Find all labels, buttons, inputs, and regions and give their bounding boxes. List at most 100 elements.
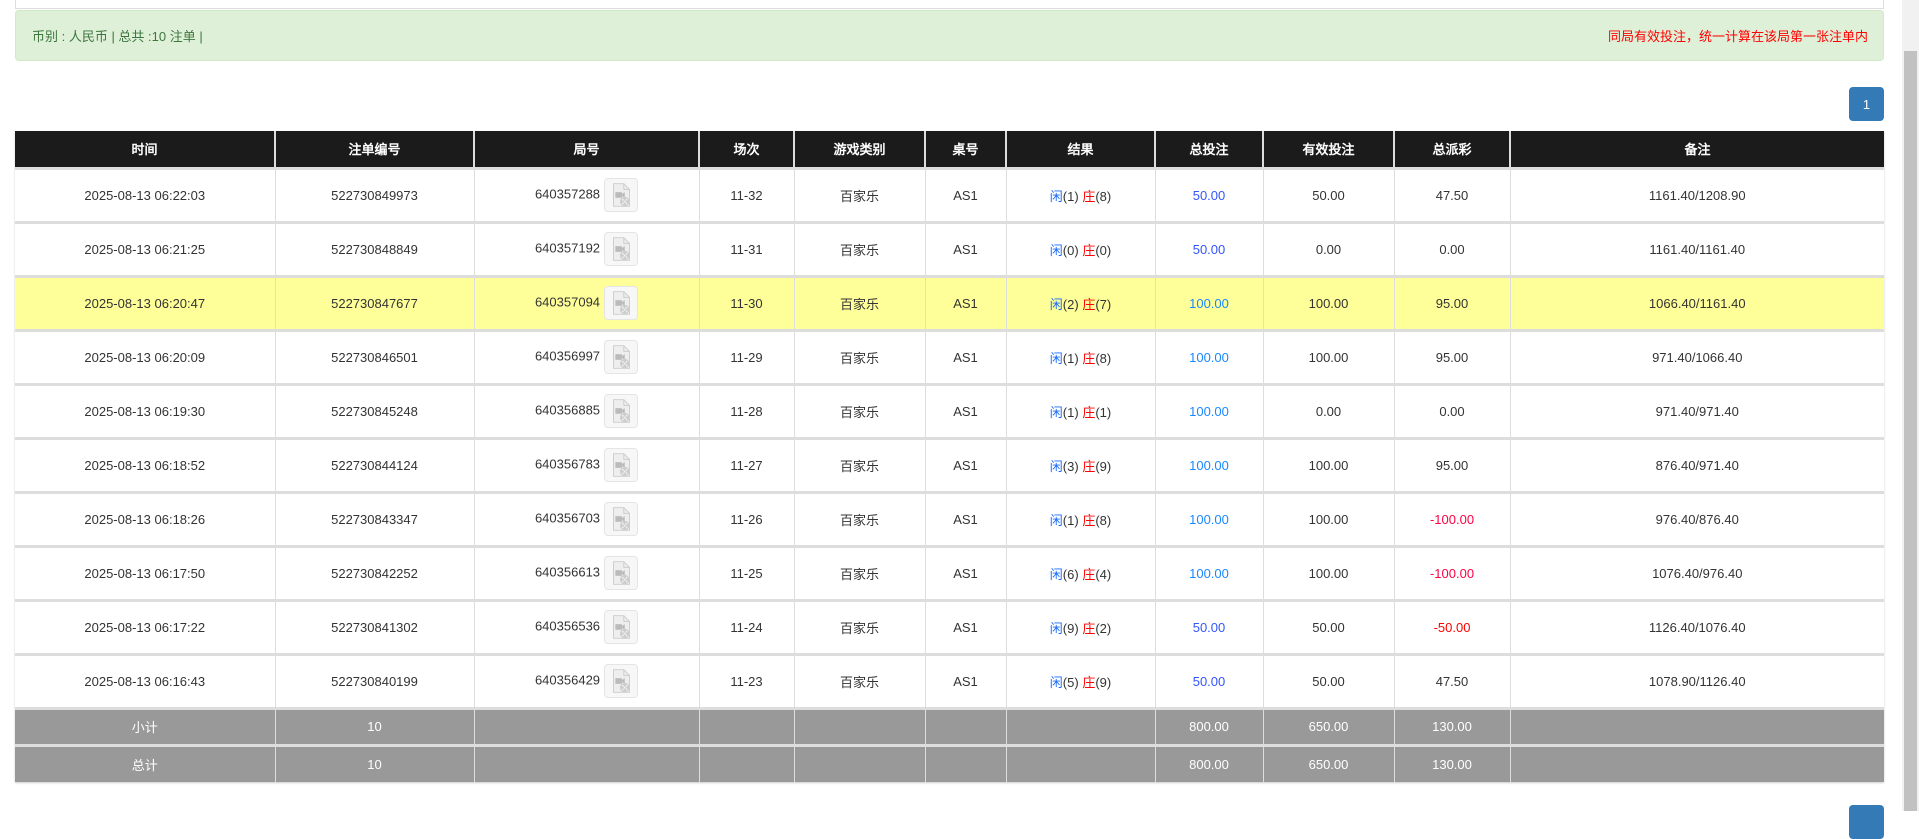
valid-bet-cell: 0.00	[1262, 220, 1394, 276]
result-cell: 闲(0) 庄(0)	[1005, 220, 1155, 276]
video-file-icon[interactable]	[604, 556, 639, 590]
video-file-icon[interactable]	[604, 502, 639, 536]
table-cell: AS1	[924, 274, 1006, 330]
banker-label: 庄	[1082, 404, 1096, 420]
scrollbar-thumb[interactable]	[1904, 51, 1917, 811]
game-cell: 百家乐	[793, 490, 925, 546]
payout-cell: 47.50	[1393, 652, 1510, 708]
shoe-cell: 11-27	[698, 436, 794, 492]
note-cell: 971.40/1066.40	[1509, 328, 1884, 384]
table-cell: AS1	[924, 598, 1006, 654]
video-file-icon[interactable]	[604, 178, 639, 212]
column-header: 总投注	[1154, 131, 1263, 168]
grandtotal-valid: 650.00	[1262, 743, 1394, 782]
shoe-cell: 11-29	[698, 328, 794, 384]
game-cell: 百家乐	[793, 544, 925, 600]
banker-label: 庄	[1082, 674, 1096, 690]
pagination-page-1-bottom[interactable]	[1849, 805, 1884, 839]
table-cell: AS1	[924, 490, 1006, 546]
valid-bet-cell: 100.00	[1262, 544, 1394, 600]
summary-info: 币别 : 人民币 | 总共 :10 注单 |	[32, 29, 203, 44]
time-cell: 2025-08-13 06:18:52	[15, 436, 275, 492]
table-row[interactable]: 2025-08-13 06:22:03 522730849973 6403572…	[15, 166, 1884, 222]
round-cell: 640356885	[473, 382, 699, 438]
time-cell: 2025-08-13 06:21:25	[15, 220, 275, 276]
video-file-icon[interactable]	[604, 610, 639, 644]
bet-no-cell: 522730842252	[274, 544, 474, 600]
summary-notice: 同局有效投注，统一计算在该局第一张注单内	[1607, 29, 1868, 44]
round-number: 640356429	[534, 672, 601, 688]
video-file-icon[interactable]	[604, 664, 639, 698]
game-cell: 百家乐	[793, 382, 925, 438]
round-cell: 640357094	[473, 274, 699, 330]
banker-label: 庄	[1082, 188, 1096, 204]
round-number: 640357192	[534, 240, 601, 256]
banker-value: (8)	[1095, 512, 1112, 528]
table-row[interactable]: 2025-08-13 06:20:47 522730847677 6403570…	[15, 274, 1884, 330]
round-cell: 640356997	[473, 328, 699, 384]
table-row[interactable]: 2025-08-13 06:17:22 522730841302 6403565…	[15, 598, 1884, 654]
table-row[interactable]: 2025-08-13 06:20:09 522730846501 6403569…	[15, 328, 1884, 384]
time-cell: 2025-08-13 06:20:09	[15, 328, 275, 384]
table-row[interactable]: 2025-08-13 06:21:25 522730848849 6403571…	[15, 220, 1884, 276]
bet-no-cell: 522730847677	[274, 274, 474, 330]
round-number: 640356536	[534, 618, 601, 634]
round-number: 640357288	[534, 186, 601, 202]
table-row[interactable]: 2025-08-13 06:18:26 522730843347 6403567…	[15, 490, 1884, 546]
column-header: 场次	[698, 131, 794, 168]
payout-cell: 95.00	[1393, 436, 1510, 492]
banker-value: (0)	[1095, 242, 1112, 258]
subtotal-row: 小计 10 800.00 650.00 130.00	[15, 706, 1884, 745]
player-label: 闲	[1049, 458, 1063, 474]
banker-label: 庄	[1082, 512, 1096, 528]
table-cell: AS1	[924, 220, 1006, 276]
result-cell: 闲(1) 庄(8)	[1005, 166, 1155, 222]
round-number: 640357094	[534, 294, 601, 310]
time-cell: 2025-08-13 06:18:26	[15, 490, 275, 546]
result-cell: 闲(1) 庄(1)	[1005, 382, 1155, 438]
game-cell: 百家乐	[793, 220, 925, 276]
round-cell: 640356429	[473, 652, 699, 708]
player-value: (1)	[1062, 404, 1079, 420]
video-file-icon[interactable]	[604, 340, 639, 374]
result-cell: 闲(6) 庄(4)	[1005, 544, 1155, 600]
total-bet-cell: 100.00	[1154, 328, 1263, 384]
table-row[interactable]: 2025-08-13 06:19:30 522730845248 6403568…	[15, 382, 1884, 438]
pagination-page-1[interactable]: 1	[1849, 87, 1884, 121]
banker-label: 庄	[1082, 242, 1096, 258]
round-cell: 640357192	[473, 220, 699, 276]
total-bet-cell: 100.00	[1154, 490, 1263, 546]
column-header: 桌号	[924, 131, 1006, 168]
result-cell: 闲(5) 庄(9)	[1005, 652, 1155, 708]
table-cell: AS1	[924, 328, 1006, 384]
bet-no-cell: 522730840199	[274, 652, 474, 708]
video-file-icon[interactable]	[604, 448, 639, 482]
total-bet-cell: 100.00	[1154, 382, 1263, 438]
round-number: 640356885	[534, 402, 601, 418]
table-row[interactable]: 2025-08-13 06:16:43 522730840199 6403564…	[15, 652, 1884, 708]
note-cell: 876.40/971.40	[1509, 436, 1884, 492]
table-row[interactable]: 2025-08-13 06:18:52 522730844124 6403567…	[15, 436, 1884, 492]
banker-label: 庄	[1082, 620, 1096, 636]
video-file-icon[interactable]	[604, 232, 639, 266]
table-cell: AS1	[924, 382, 1006, 438]
table-cell: AS1	[924, 652, 1006, 708]
round-number: 640356703	[534, 510, 601, 526]
subtotal-count: 10	[274, 706, 474, 745]
video-file-icon[interactable]	[604, 394, 639, 428]
time-cell: 2025-08-13 06:17:22	[15, 598, 275, 654]
table-row[interactable]: 2025-08-13 06:17:50 522730842252 6403566…	[15, 544, 1884, 600]
note-cell: 1076.40/976.40	[1509, 544, 1884, 600]
scrollbar[interactable]	[1902, 0, 1919, 811]
column-header: 结果	[1005, 131, 1155, 168]
round-cell: 640356536	[473, 598, 699, 654]
column-header: 注单编号	[274, 131, 474, 168]
bet-no-cell: 522730849973	[274, 166, 474, 222]
player-label: 闲	[1049, 620, 1063, 636]
banker-label: 庄	[1082, 566, 1096, 582]
bet-no-cell: 522730841302	[274, 598, 474, 654]
subtotal-label: 小计	[15, 706, 275, 745]
result-cell: 闲(3) 庄(9)	[1005, 436, 1155, 492]
column-header: 总派彩	[1393, 131, 1510, 168]
video-file-icon[interactable]	[604, 286, 639, 320]
